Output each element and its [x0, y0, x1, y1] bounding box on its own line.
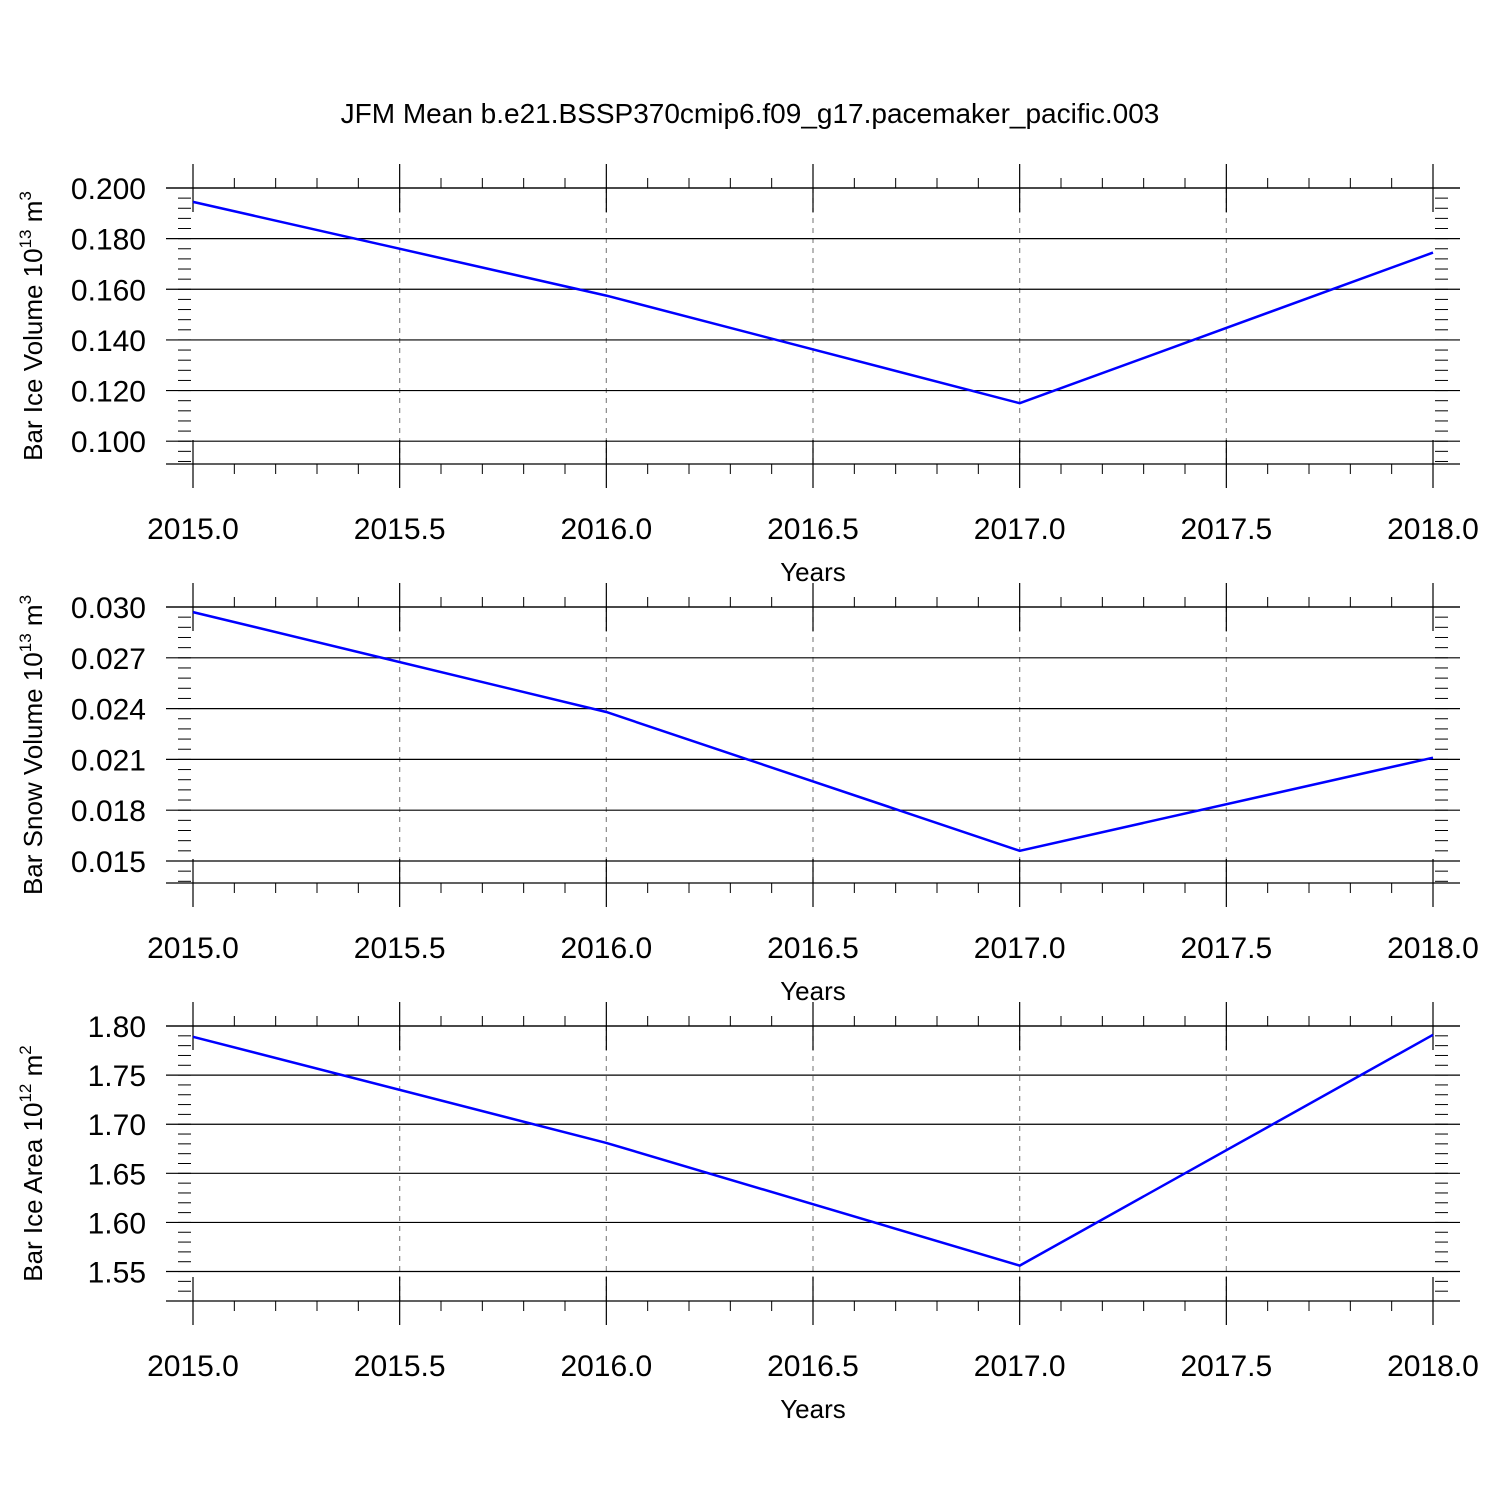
panel-3-x-tick-label: 2017.0	[974, 1350, 1066, 1383]
panel-1-y-tick-label: 0.140	[71, 325, 146, 358]
panel-3-x-tick-label: 2016.0	[560, 1350, 652, 1383]
panel-2-x-tick-label: 2015.5	[354, 932, 446, 965]
panel-1-x-tick-label: 2016.0	[560, 513, 652, 546]
panel-3-y-tick-label: 1.60	[88, 1207, 146, 1240]
panel-3-y-tick-label: 1.65	[88, 1158, 146, 1191]
panel-1-y-tick-label: 0.160	[71, 274, 146, 307]
panel-1-x-tick-label: 2016.5	[767, 513, 859, 546]
panel-2-series-line	[192, 610, 1434, 853]
panel-1-x-tick-label: 2017.0	[974, 513, 1066, 546]
panel-2-y-tick-label: 0.024	[71, 694, 146, 727]
panel-1-x-tick-label: 2018.0	[1387, 513, 1479, 546]
panel-2-x-axis-label: Years	[780, 976, 846, 1006]
panel-3-y-tick-label: 1.75	[88, 1060, 146, 1093]
panel-3-y-tick-label: 1.55	[88, 1257, 146, 1290]
panel-1-y-tick-label: 0.100	[71, 426, 146, 459]
panel-3-series-line	[192, 1033, 1434, 1267]
panel-2-x-tick-label: 2015.0	[147, 932, 239, 965]
panel-2-y-tick-label: 0.027	[71, 643, 146, 676]
panel-1-y-tick-label: 0.180	[71, 224, 146, 257]
panel-1-y-tick-label: 0.120	[71, 376, 146, 409]
chart-title: JFM Mean b.e21.BSSP370cmip6.f09_g17.pace…	[340, 98, 1160, 129]
panel-3-x-tick-label: 2018.0	[1387, 1350, 1479, 1383]
panel-1-x-tick-label: 2017.5	[1180, 513, 1272, 546]
panel-2-x-tick-label: 2017.5	[1180, 932, 1272, 965]
panel-1-x-tick-label: 2015.0	[147, 513, 239, 546]
panel-2-x-tick-label: 2016.0	[560, 932, 652, 965]
panel-2-y-axis-label: Bar Snow Volume 1013 m3	[16, 595, 48, 895]
panel-2-y-tick-label: 0.018	[71, 795, 146, 828]
panel-1-series-line	[192, 200, 1434, 405]
panel-2-y-tick-label: 0.015	[71, 846, 146, 879]
panel-1-x-axis-label: Years	[780, 557, 846, 587]
panel-1-y-tick-label: 0.200	[71, 173, 146, 206]
panel-3-y-tick-label: 1.80	[88, 1011, 146, 1044]
panel-3-x-tick-label: 2015.5	[354, 1350, 446, 1383]
panel-2-y-tick-label: 0.030	[71, 592, 146, 625]
panel-3-x-tick-label: 2017.5	[1180, 1350, 1272, 1383]
panel-1-y-axis-label: Bar Ice Volume 1013 m3	[16, 191, 48, 461]
panel-2-x-tick-label: 2017.0	[974, 932, 1066, 965]
panel-1-x-tick-label: 2015.5	[354, 513, 446, 546]
panel-2-y-tick-label: 0.021	[71, 744, 146, 777]
panel-3-x-tick-label: 2015.0	[147, 1350, 239, 1383]
panel-3-x-axis-label: Years	[780, 1394, 846, 1424]
panel-3-y-tick-label: 1.70	[88, 1109, 146, 1142]
panel-3-x-tick-label: 2016.5	[767, 1350, 859, 1383]
panel-2-x-tick-label: 2016.5	[767, 932, 859, 965]
panel-3-y-axis-label: Bar Ice Area 1012 m2	[16, 1045, 48, 1282]
panel-2-x-tick-label: 2018.0	[1387, 932, 1479, 965]
